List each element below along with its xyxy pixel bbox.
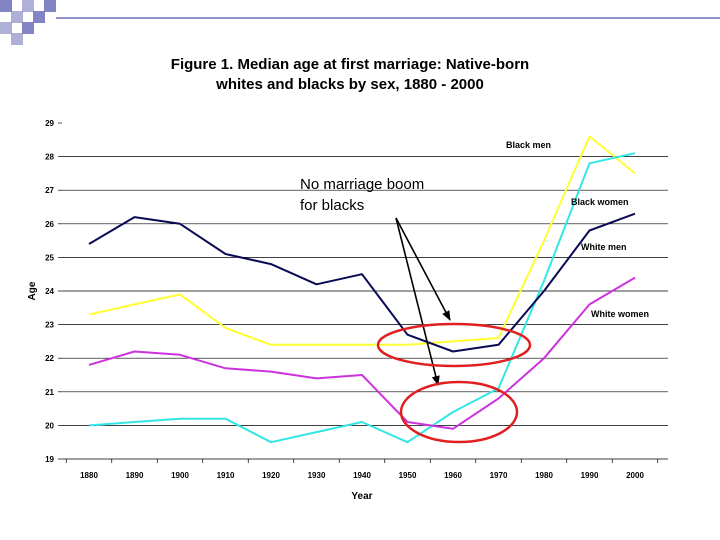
x-tick-label: 1910: [217, 471, 235, 480]
x-axis-title: Year: [351, 491, 372, 502]
deco-square: [0, 0, 12, 12]
y-tick-label: 25: [45, 253, 54, 262]
y-tick-label: 21: [45, 388, 54, 397]
x-tick-label: 1940: [353, 471, 371, 480]
y-tick-label: 28: [45, 153, 54, 162]
deco-square: [33, 11, 45, 23]
annotation-arrow-lower: [395, 217, 440, 386]
deco-square: [11, 33, 23, 45]
x-tick-label: 1980: [535, 471, 553, 480]
chart-title-line-2: whites and blacks by sex, 1880 - 2000: [216, 76, 484, 93]
slide-corner-decoration: [0, 0, 720, 45]
series-line-white-men: [88, 212, 636, 353]
x-tick-label: 1890: [126, 471, 144, 480]
deco-square: [11, 11, 23, 23]
series-label-black-women: Black women: [571, 197, 629, 207]
series-line-black-men: [88, 135, 636, 346]
series-label-black-men: Black men: [506, 140, 551, 150]
highlight-ellipse-black-men: [376, 322, 532, 368]
annotation-text-line-1: No marriage boom: [300, 176, 424, 193]
x-tick-label: 1960: [444, 471, 462, 480]
series-line-white-women: [88, 276, 636, 430]
y-tick-label: 29: [45, 119, 54, 128]
gridlines: [58, 122, 668, 463]
series-labels: Black men Black women White men White women: [506, 140, 649, 319]
chart-title: Figure 1. Median age at first marriage: …: [120, 55, 580, 95]
y-tick-label: 20: [45, 421, 54, 430]
y-tick-label: 27: [45, 186, 54, 195]
series-lines: [88, 135, 636, 444]
series-label-white-men: White men: [581, 242, 627, 252]
y-tick-label: 24: [45, 287, 54, 296]
y-axis-title: Age: [27, 281, 38, 300]
x-tick-label: 1950: [399, 471, 417, 480]
x-tick-label: 1900: [171, 471, 189, 480]
x-tick-label: 1930: [308, 471, 326, 480]
deco-square: [22, 0, 34, 12]
chart-title-line-1: Figure 1. Median age at first marriage: …: [170, 56, 530, 73]
series-line-black-women: [88, 152, 636, 444]
y-tick-label: 22: [45, 354, 54, 363]
annotation-arrow-upper: [395, 217, 451, 321]
x-tick-label: 2000: [626, 471, 644, 480]
x-tick-label: 1970: [490, 471, 508, 480]
y-tick-label: 23: [45, 321, 54, 330]
x-tick-label: 1990: [581, 471, 599, 480]
annotation: No marriage boom for blacks: [300, 176, 532, 444]
series-label-white-women: White women: [591, 309, 649, 319]
x-tick-label: 1880: [80, 471, 98, 480]
y-tick-label: 19: [45, 455, 54, 464]
highlight-ellipse-black-women: [399, 380, 519, 444]
deco-square: [44, 0, 56, 12]
deco-square: [22, 22, 34, 34]
y-tick-label: 26: [45, 220, 54, 229]
annotation-text-line-2: for blacks: [300, 197, 364, 214]
deco-square: [0, 22, 12, 34]
x-tick-label: 1920: [262, 471, 280, 480]
